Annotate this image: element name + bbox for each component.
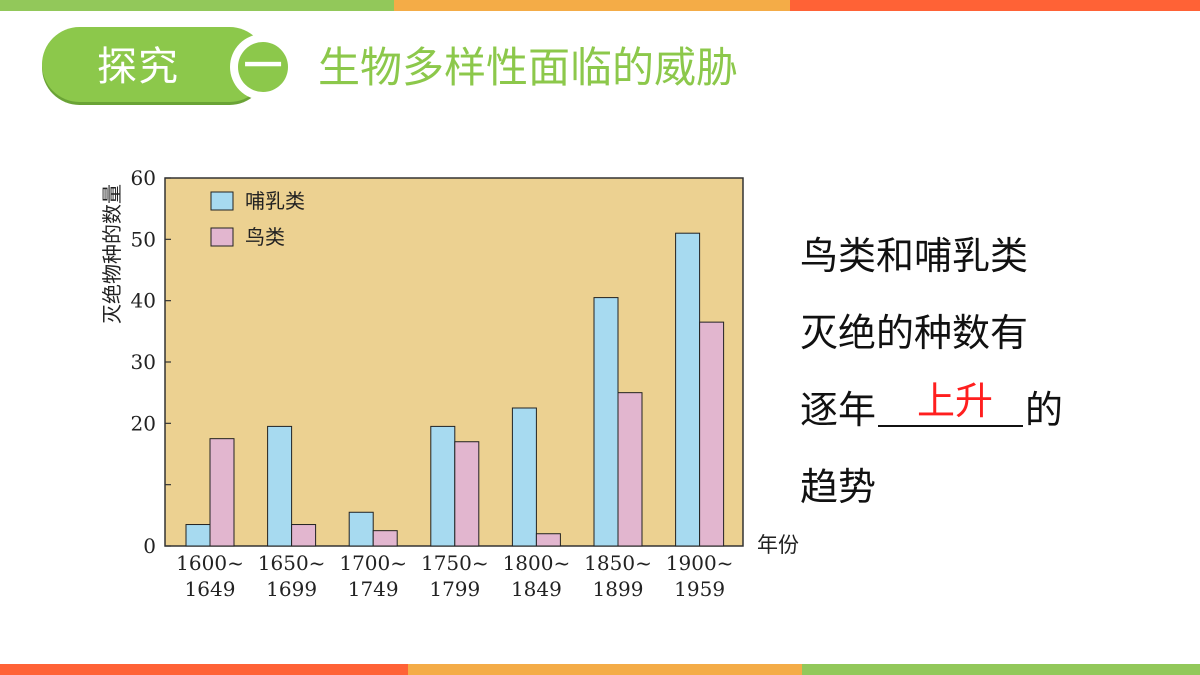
conclusion-line-1: 鸟类和哺乳类 xyxy=(800,234,1029,278)
x-tick-label: 1649 xyxy=(185,577,236,601)
bird-bar xyxy=(535,533,561,547)
y-tick-label: 20 xyxy=(131,411,156,435)
mammal-bar xyxy=(348,511,374,547)
bird-bar xyxy=(372,530,398,547)
legend-swatch-bird xyxy=(210,227,234,247)
mammal-bar xyxy=(267,425,293,547)
x-tick-label: 1849 xyxy=(511,577,562,601)
mammal-bar xyxy=(511,407,537,547)
extinction-bar-chart: 0 20 30 40 50 60 1600~ 1649 1650~ 1699 1700~ 1749 1… xyxy=(95,166,815,608)
y-tick-label: 0 xyxy=(143,534,156,558)
x-tick-label: 1899 xyxy=(593,577,644,601)
conclusion-line-3: 逐年 的 xyxy=(800,372,1140,449)
mammal-bar xyxy=(593,297,619,547)
x-tick-label: 1650~ xyxy=(258,551,326,575)
bird-bar xyxy=(454,441,480,547)
legend-label-mammal: 哺乳类 xyxy=(245,189,305,213)
x-tick-label: 1900~ xyxy=(666,551,734,575)
mammal-bar xyxy=(430,425,456,547)
answer-blank xyxy=(878,387,1024,427)
legend-swatch-mammal xyxy=(210,191,234,211)
x-tick-label: 1700~ xyxy=(339,551,407,575)
bird-bar xyxy=(291,524,317,547)
legend-label-bird: 鸟类 xyxy=(245,225,285,249)
badge-text: 探究 xyxy=(97,44,179,90)
y-tick-label: 40 xyxy=(131,289,156,313)
bottom-stripe xyxy=(0,664,1200,675)
bars xyxy=(185,232,725,547)
x-axis-label: 年份 xyxy=(757,533,799,557)
x-tick-label: 1800~ xyxy=(503,551,571,575)
x-axis-labels: 1600~1649 1650~1699 1700~1749 1750~1799 1800… xyxy=(176,551,733,601)
conclusion-text: 鸟类和哺乳类 灭绝的种数有 逐年 的 趋势 xyxy=(800,218,1140,526)
top-stripe xyxy=(0,0,1200,11)
header-badge xyxy=(42,27,267,102)
x-tick-label: 1600~ xyxy=(176,551,244,575)
x-tick-label: 1959 xyxy=(674,577,725,601)
x-tick-label: 1699 xyxy=(266,577,317,601)
mammal-bar xyxy=(675,232,701,547)
x-tick-label: 1750~ xyxy=(421,551,489,575)
answer-text: 上升 xyxy=(917,379,994,423)
section-number: 一 xyxy=(238,42,288,92)
section-title: 生物多样性面临的威胁 xyxy=(318,43,739,92)
y-tick-label: 50 xyxy=(131,227,156,251)
y-tick-label: 30 xyxy=(131,350,156,374)
bird-bar xyxy=(617,392,643,547)
conclusion-line-4: 趋势 xyxy=(800,465,877,509)
y-axis-label: 灭绝物种的数量 xyxy=(100,184,124,324)
conclusion-line-3-before: 逐年 xyxy=(800,388,877,432)
x-tick-label: 1749 xyxy=(348,577,399,601)
mammal-bar xyxy=(185,524,211,547)
conclusion-line-3-after: 的 xyxy=(1025,388,1064,432)
x-tick-label: 1850~ xyxy=(584,551,652,575)
bird-bar xyxy=(209,438,235,547)
bird-bar xyxy=(699,321,725,547)
y-tick-label: 60 xyxy=(131,166,156,190)
conclusion-line-2: 灭绝的种数有 xyxy=(800,311,1029,355)
x-tick-label: 1799 xyxy=(429,577,480,601)
y-axis-ticks: 0 20 30 40 50 60 xyxy=(131,166,171,558)
